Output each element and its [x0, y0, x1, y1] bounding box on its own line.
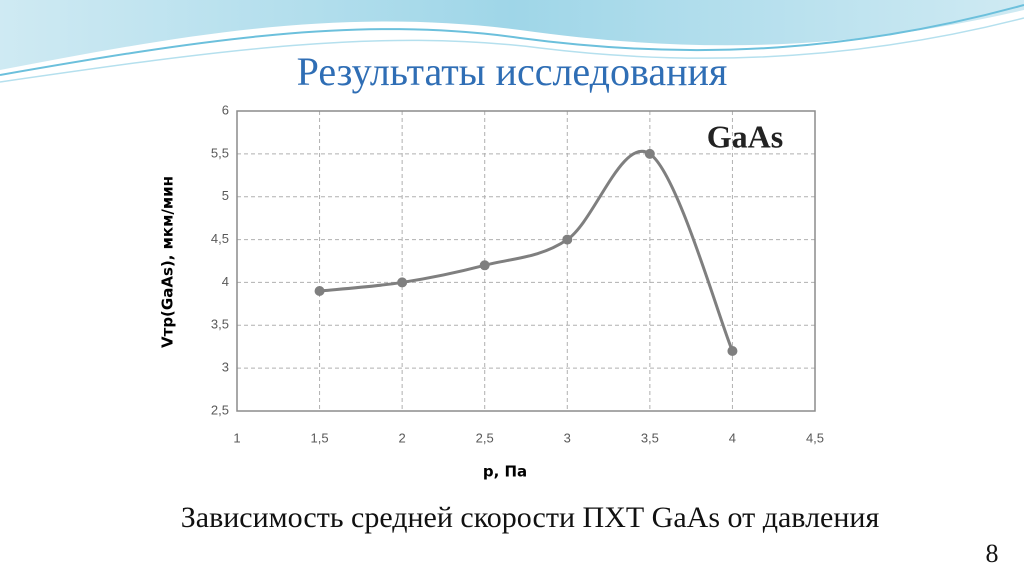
- chart-area: [148, 100, 865, 488]
- y-tick-label: 4: [222, 274, 229, 289]
- page-number: 8: [986, 539, 999, 568]
- y-tick-label: 3: [222, 360, 229, 375]
- y-tick-label: 5: [222, 188, 229, 203]
- x-tick-label: 3,5: [641, 430, 659, 445]
- y-tick-label: 4,5: [211, 231, 229, 246]
- y-axis-title: Vтр(GaAs), мкм/мин: [159, 176, 177, 348]
- x-tick-label: 4: [729, 430, 736, 445]
- data-point: [479, 260, 490, 271]
- y-tick-label: 6: [222, 102, 229, 117]
- x-tick-label: 3: [564, 430, 571, 445]
- header-line: [0, 17, 1024, 83]
- data-point: [397, 277, 408, 288]
- x-tick-label: 2,5: [476, 430, 494, 445]
- data-point: [562, 234, 573, 245]
- data-point: [727, 346, 738, 356]
- header-wave: [0, 0, 1024, 70]
- header-line: [0, 4, 1024, 76]
- caption: Зависимость средней скорости ПХТ GaAs от…: [181, 501, 880, 534]
- data-point: [314, 286, 325, 296]
- x-tick-label: 1: [233, 430, 240, 445]
- x-axis-title: p, Па: [483, 463, 527, 481]
- y-tick-label: 3,5: [211, 317, 229, 332]
- y-tick-label: 2,5: [211, 402, 229, 417]
- x-tick-label: 4,5: [806, 430, 824, 445]
- plot-border: [236, 110, 816, 412]
- data-point: [644, 148, 655, 159]
- x-tick-label: 1,5: [311, 430, 329, 445]
- chart-annotation: GaAs: [707, 118, 783, 154]
- slide-title: Результаты исследования: [297, 49, 728, 94]
- y-tick-label: 5,5: [211, 145, 229, 160]
- x-tick-label: 2: [399, 430, 406, 445]
